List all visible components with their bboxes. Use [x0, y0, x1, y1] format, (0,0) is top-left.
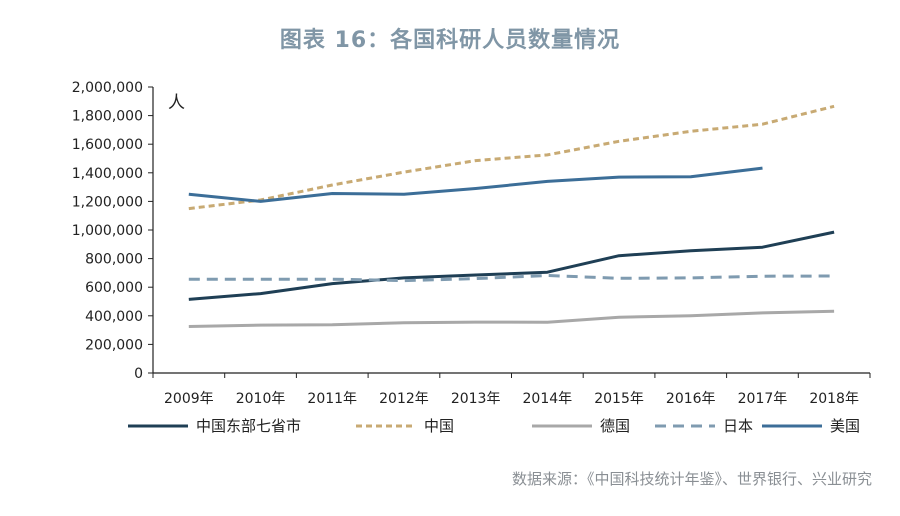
y-tick-label: 2,000,000: [72, 80, 143, 96]
legend-label-2: 德国: [600, 417, 630, 435]
series-line-0: [188, 230, 835, 301]
x-tick-label: 2014年: [523, 391, 573, 407]
x-tick-label: 2016年: [666, 391, 716, 407]
y-tick-label: 1,200,000: [72, 194, 143, 210]
y-tick-label: 1,600,000: [72, 137, 143, 153]
series-lines: [188, 104, 835, 328]
y-tick-label: 600,000: [85, 280, 143, 296]
legend: 中国东部七省市 中国 德国 日本 美国: [128, 417, 860, 435]
x-tick-label: 2013年: [451, 391, 501, 407]
x-tick-label: 2017年: [738, 391, 788, 407]
x-tick-label: 2012年: [379, 391, 429, 407]
legend-label-0: 中国东部七省市: [196, 417, 301, 435]
x-tick-label: 2015年: [594, 391, 644, 407]
legend-label-4: 美国: [830, 417, 860, 435]
y-tick-label: 1,400,000: [72, 166, 143, 182]
y-axis: 0 200,000 400,000 600,000 800,000 1,000,000 1,…: [72, 80, 154, 382]
x-tick-label: 2010年: [236, 391, 286, 407]
x-tick-label: 2011年: [307, 391, 357, 407]
y-tick-label: 800,000: [85, 252, 143, 268]
series-line-1: [188, 104, 835, 211]
series-line-4: [188, 166, 763, 203]
y-tick-label: 0: [134, 366, 143, 382]
x-tick-label: 2018年: [809, 391, 859, 407]
y-unit-label: 人: [168, 93, 185, 113]
y-tick-label: 400,000: [85, 309, 143, 325]
series-line-3: [188, 274, 835, 283]
series-line-2: [188, 309, 835, 328]
legend-label-1: 中国: [424, 417, 454, 435]
y-tick-label: 1,800,000: [72, 109, 143, 125]
source-note: 数据来源：《中国科技统计年鉴》、世界银行、兴业研究: [511, 470, 872, 488]
y-tick-label: 200,000: [85, 337, 143, 353]
x-tick-label: 2009年: [164, 391, 214, 407]
chart-title: 图表 16：各国科研人员数量情况: [279, 28, 621, 53]
y-tick-label: 1,000,000: [72, 223, 143, 239]
legend-label-3: 日本: [723, 417, 753, 435]
x-axis: 2009年 2010年 2011年 2012年 2013年 2014年 2015年 2016年…: [152, 372, 871, 407]
